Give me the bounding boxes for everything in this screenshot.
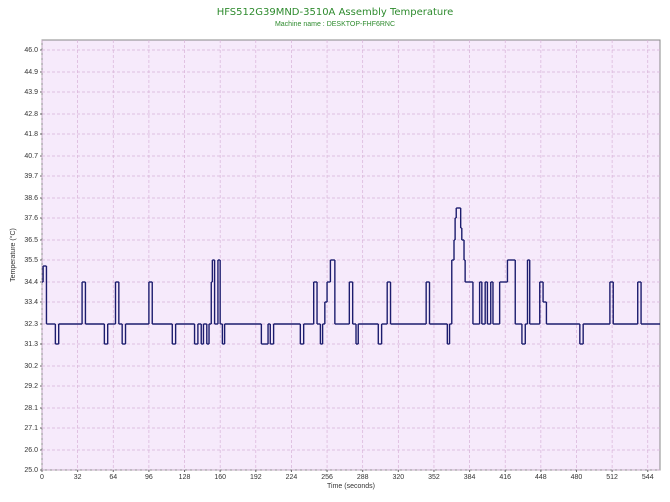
- x-tick-label: 512: [606, 474, 618, 481]
- y-tick-label: 30.2: [24, 363, 38, 370]
- x-tick-label: 352: [428, 474, 440, 481]
- y-tick-label: 41.8: [24, 131, 38, 138]
- y-tick-label: 36.5: [24, 237, 38, 244]
- x-tick-label: 32: [74, 474, 82, 481]
- x-tick-label: 224: [286, 474, 298, 481]
- x-tick-label: 320: [392, 474, 404, 481]
- y-axis-label: Temperature (°C): [9, 228, 17, 282]
- y-tick-label: 44.9: [24, 69, 38, 76]
- y-tick-label: 32.3: [24, 321, 38, 328]
- x-tick-label: 256: [321, 474, 333, 481]
- plot-area: [41, 39, 661, 471]
- y-tick-label: 46.0: [24, 47, 38, 54]
- y-tick-label: 43.9: [24, 89, 38, 96]
- x-tick-label: 128: [179, 474, 191, 481]
- x-axis-label: Time (seconds): [327, 483, 375, 490]
- y-tick-label: 33.4: [24, 299, 38, 306]
- chart-subtitle: Machine name : DESKTOP-FHF6RNC: [275, 21, 395, 28]
- x-tick-label: 160: [214, 474, 226, 481]
- x-tick-label: 64: [109, 474, 117, 481]
- x-tick-label: 288: [357, 474, 369, 481]
- x-tick-label: 96: [145, 474, 153, 481]
- x-tick-label: 416: [499, 474, 511, 481]
- x-tick-label: 544: [642, 474, 654, 481]
- chart-title: HFS512G39MND-3510A Assembly Temperature: [217, 7, 454, 18]
- y-tick-label: 35.5: [24, 257, 38, 264]
- y-tick-label: 42.8: [24, 111, 38, 118]
- y-tick-label: 34.4: [24, 279, 38, 286]
- x-tick-label: 384: [464, 474, 476, 481]
- x-tick-label: 192: [250, 474, 262, 481]
- y-tick-label: 26.0: [24, 447, 38, 454]
- y-tick-label: 25.0: [24, 467, 38, 474]
- x-tick-label: 480: [571, 474, 583, 481]
- y-tick-label: 40.7: [24, 153, 38, 160]
- y-tick-label: 31.3: [24, 341, 38, 348]
- y-tick-label: 38.6: [24, 195, 38, 202]
- y-tick-label: 29.2: [24, 383, 38, 390]
- y-tick-label: 37.6: [24, 215, 38, 222]
- y-tick-label: 39.7: [24, 173, 38, 180]
- y-tick-label: 27.1: [24, 425, 38, 432]
- x-tick-label: 0: [40, 474, 44, 481]
- y-tick-label: 28.1: [24, 405, 38, 412]
- x-tick-label: 448: [535, 474, 547, 481]
